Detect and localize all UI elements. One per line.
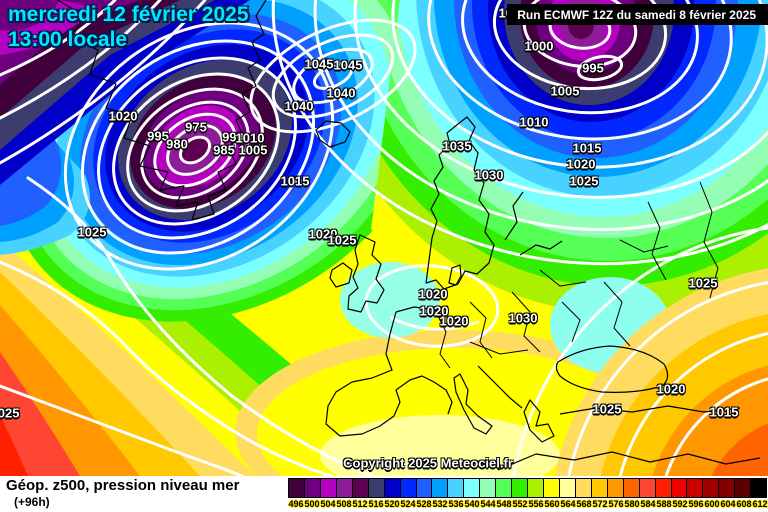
colorbar-cell — [623, 479, 640, 497]
colorbar-tick-label: 540 — [464, 499, 480, 509]
colorbar-tick-label: 604 — [720, 499, 736, 509]
colorbar-tick-label: 592 — [672, 499, 688, 509]
colorbar-ticks: 496 500 504 508 512 516 520 524 528 532 536 540 544 5… — [288, 499, 768, 511]
colorbar-tick-label: 576 — [608, 499, 624, 509]
geopotential-fill-layer — [0, 0, 768, 476]
colorbar-cell — [639, 479, 656, 497]
colorbar — [288, 478, 767, 498]
colorbar-cell — [687, 479, 704, 497]
map-graphic — [0, 0, 768, 476]
colorbar-cell — [671, 479, 688, 497]
colorbar-tick-label: 596 — [688, 499, 704, 509]
valid-datetime-title: mercredi 12 février 2025 13:00 locale — [8, 2, 249, 52]
coastline-layer — [57, 0, 761, 471]
colorbar-tick-label: 520 — [384, 499, 400, 509]
colorbar-tick-label: 524 — [400, 499, 416, 509]
colorbar-cell — [591, 479, 608, 497]
colorbar-tick-label: 500 — [304, 499, 320, 509]
colorbar-tick-label: 516 — [368, 499, 384, 509]
colorbar-cell — [751, 479, 767, 497]
colorbar-tick-label: 532 — [432, 499, 448, 509]
colorbar-cell — [289, 479, 305, 497]
colorbar-tick-label: 584 — [640, 499, 656, 509]
copyright-text: Copyright 2025 Meteociel.fr — [343, 455, 513, 471]
model-run-info: Run ECMWF 12Z du samedi 8 février 2025 — [507, 4, 768, 25]
colorbar-tick-label: 552 — [512, 499, 528, 509]
colorbar-cell — [719, 479, 736, 497]
colorbar-tick-label: 560 — [544, 499, 560, 509]
colorbar-cell — [480, 479, 497, 497]
map-canvas: 1020 975 995 980 990 1010 985 1005 1015 1025 1040 1… — [0, 0, 768, 476]
colorbar-tick-label: 508 — [336, 499, 352, 509]
colorbar-tick-label: 568 — [576, 499, 592, 509]
colorbar-tick-label: 572 — [592, 499, 608, 509]
colorbar-cell — [304, 479, 321, 497]
legend-footer: Géop. z500, pression niveau mer (+96h) 4… — [0, 476, 768, 512]
colorbar-cell — [384, 479, 401, 497]
colorbar-cell — [544, 479, 560, 497]
colorbar-cell — [735, 479, 752, 497]
colorbar-cell — [464, 479, 481, 497]
valid-time-text: 13:00 locale — [8, 28, 128, 51]
product-label: Géop. z500, pression niveau mer — [6, 477, 240, 494]
colorbar-tick-label: 496 — [288, 499, 304, 509]
forecast-hour-label: (+96h) — [14, 495, 50, 509]
colorbar-cell — [432, 479, 449, 497]
colorbar-cell — [512, 479, 529, 497]
colorbar-cell — [559, 479, 576, 497]
colorbar-cell — [703, 479, 720, 497]
colorbar-cell — [607, 479, 624, 497]
colorbar-tick-label: 564 — [560, 499, 576, 509]
colorbar-cell — [368, 479, 385, 497]
colorbar-cell — [352, 479, 369, 497]
isobar-contour-layer — [0, 0, 768, 476]
colorbar-tick-label: 528 — [416, 499, 432, 509]
colorbar-tick-label: 544 — [480, 499, 496, 509]
colorbar-tick-label: 512 — [352, 499, 368, 509]
colorbar-cell — [575, 479, 592, 497]
colorbar-tick-label: 600 — [704, 499, 720, 509]
colorbar-tick-label: 548 — [496, 499, 512, 509]
colorbar-tick-label: 580 — [624, 499, 640, 509]
colorbar-cell — [528, 479, 544, 497]
colorbar-cell — [448, 479, 465, 497]
colorbar-cell — [655, 479, 672, 497]
colorbar-tick-label: 608 — [736, 499, 752, 509]
colorbar-tick-label: 588 — [656, 499, 672, 509]
colorbar-tick-label: 556 — [528, 499, 544, 509]
colorbar-tick-label: 536 — [448, 499, 464, 509]
colorbar-cell — [496, 479, 513, 497]
colorbar-tick-label: 612 — [752, 499, 768, 509]
colorbar-cell — [320, 479, 337, 497]
valid-date-text: mercredi 12 février 2025 — [8, 3, 249, 26]
colorbar-cell — [400, 479, 417, 497]
colorbar-cell — [416, 479, 433, 497]
colorbar-cell — [336, 479, 353, 497]
colorbar-tick-label: 504 — [320, 499, 336, 509]
